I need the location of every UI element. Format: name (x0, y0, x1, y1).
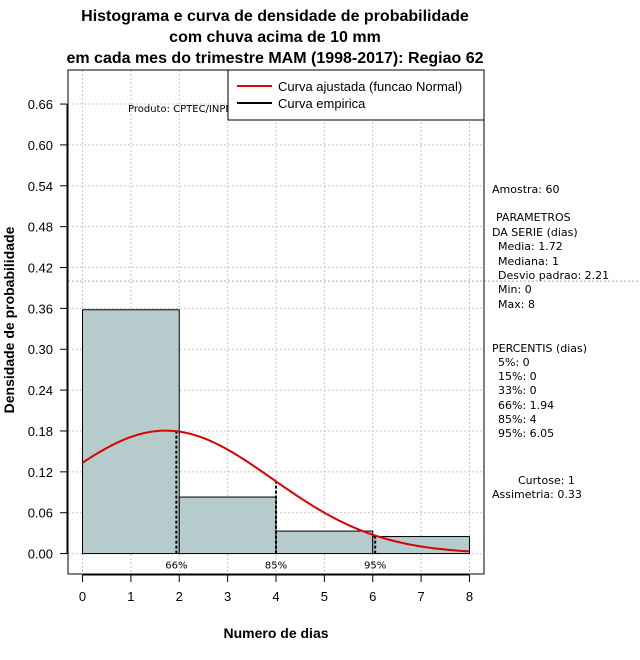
histogram-bar-0 (82, 309, 180, 555)
percentile-label-2: 95% (364, 561, 386, 572)
y-tick-label-6: 0.36 (28, 301, 53, 316)
y-tick-label-8: 0.48 (28, 220, 53, 235)
chart-title-line-1: Histograma e curva de densidade de proba… (81, 8, 469, 25)
y-tick-label-10: 0.60 (28, 138, 53, 153)
histogram-bar-2 (275, 530, 374, 555)
x-tick-label-1: 1 (127, 589, 134, 604)
x-tick-label-6: 6 (369, 589, 376, 604)
percentil-66: 66%: 1.94 (498, 399, 554, 412)
param-median: Mediana: 1 (498, 255, 559, 268)
params-title-2: DA SERIE (dias) (492, 226, 578, 239)
x-tick-label-8: 8 (466, 589, 473, 604)
y-tick-label-9: 0.54 (28, 179, 53, 194)
skewness: Assimetria: 0.33 (492, 488, 582, 501)
percentile-label-1: 85% (265, 561, 287, 572)
normal-curve (81, 429, 470, 553)
legend-label-empirical: Curva empirica (278, 96, 366, 111)
chart-title-line-2: com chuva acima de 10 mm (169, 29, 381, 46)
x-axis: 0 1 2 3 4 5 6 7 8 (79, 574, 473, 604)
x-tick-label-4: 4 (272, 589, 279, 604)
stats-panel: Amostra: 60 PARAMETROS DA SERIE (dias) M… (492, 183, 609, 501)
y-axis: 0.00 0.06 0.12 0.18 0.24 0.30 0.36 0.42 0.48 0.54… (28, 97, 68, 562)
histogram-bar-1 (178, 496, 277, 555)
x-axis-label: Numero de dias (223, 625, 328, 641)
y-tick-label-3: 0.18 (28, 424, 53, 439)
y-tick-label-11: 0.66 (28, 97, 53, 112)
percentil-95: 95%: 6.05 (498, 427, 554, 440)
percentil-85: 85%: 4 (498, 413, 537, 426)
credit-text: Produto: CPTEC/INPE (128, 104, 232, 115)
y-tick-label-1: 0.06 (28, 506, 53, 521)
param-max: Max: 8 (498, 298, 535, 311)
percentil-15: 15%: 0 (498, 370, 537, 383)
param-mean: Media: 1.72 (498, 240, 563, 253)
percentil-5: 5%: 0 (498, 356, 530, 369)
y-tick-label-7: 0.42 (28, 261, 53, 276)
x-tick-label-7: 7 (417, 589, 424, 604)
y-axis-label: Densidade de probabilidade (1, 226, 17, 413)
params-title-1: PARAMETROS (496, 211, 571, 224)
legend-box (227, 69, 485, 121)
x-tick-label-5: 5 (321, 589, 328, 604)
y-tick-label-4: 0.24 (28, 383, 53, 398)
x-tick-label-2: 2 (176, 589, 183, 604)
percentil-33: 33%: 0 (498, 384, 537, 397)
chart-title-line-3: em cada mes do trimestre MAM (1998-2017)… (66, 50, 483, 67)
percentile-label-0: 66% (165, 561, 187, 572)
param-sd: Desvio padrao: 2.21 (498, 269, 609, 282)
legend: Curva ajustada (funcao Normal) Curva emp… (227, 69, 485, 121)
x-tick-label-3: 3 (224, 589, 231, 604)
y-tick-label-2: 0.12 (28, 465, 53, 480)
y-tick-label-5: 0.30 (28, 342, 53, 357)
param-min: Min: 0 (498, 283, 532, 296)
percentile-lines: 66% 85% 95% (165, 431, 386, 572)
x-tick-label-0: 0 (79, 589, 86, 604)
y-tick-label-0: 0.00 (28, 547, 53, 562)
legend-label-fitted: Curva ajustada (funcao Normal) (278, 79, 462, 94)
percentis-title: PERCENTIS (dias) (492, 342, 587, 355)
kurtosis: Curtose: 1 (518, 474, 575, 487)
sample-size: Amostra: 60 (492, 183, 559, 196)
